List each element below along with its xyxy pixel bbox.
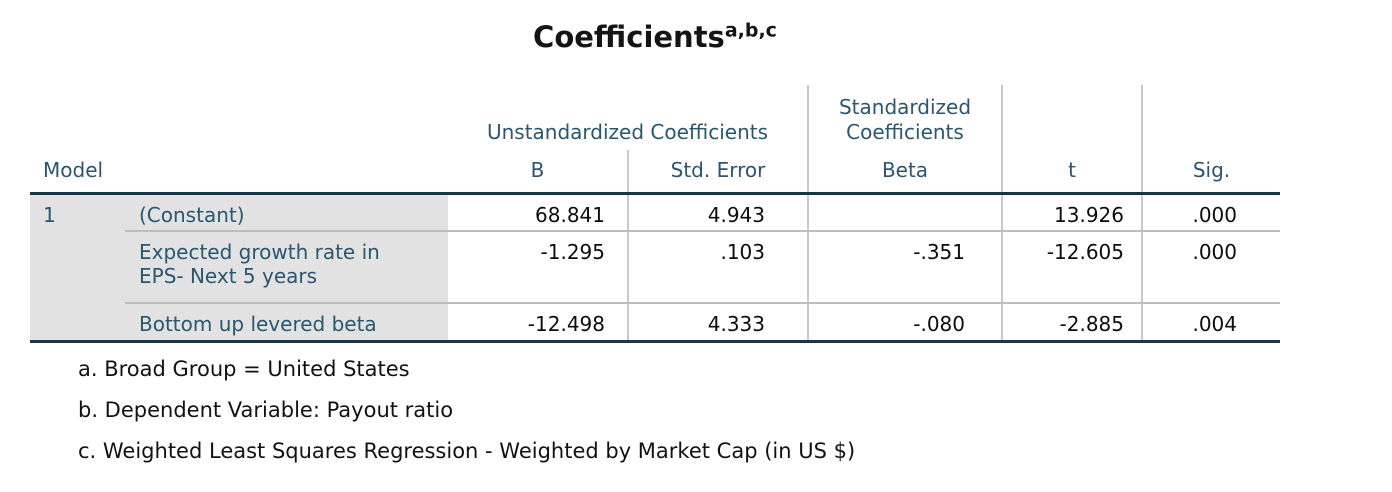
header-model: Model [30,150,448,195]
table-title: Coefficientsa,b,c [30,20,1280,54]
cell-t: 13.926 [1001,193,1142,232]
cell-t: -2.885 [1001,303,1142,343]
row-label: Bottom up levered beta [139,312,377,336]
cell-sig: .000 [1141,193,1280,232]
cell-sig: .004 [1141,303,1280,343]
cell-beta [807,193,1002,232]
footnote-b: b. Dependent Variable: Payout ratio [78,398,454,422]
row-label-cell: Bottom up levered beta [125,303,448,343]
row-label: Expected growth rate in EPS- Next 5 year… [139,240,380,288]
cell-sig: .000 [1141,231,1280,304]
row-label-cell: Expected growth rate in EPS- Next 5 year… [125,231,448,304]
footnote-a: a. Broad Group = United States [78,357,410,381]
header-beta: Beta [807,150,1002,195]
cell-beta: -.080 [807,303,1002,343]
cell-beta: -.351 [807,231,1002,304]
table-row: Bottom up levered beta -12.498 4.333 -.0… [30,303,1280,343]
row-label: (Constant) [139,202,245,227]
table-row: 1 (Constant) 68.841 4.943 13.926 .000 [30,193,1280,343]
row-label-cell: (Constant) [125,193,448,232]
cell-std-error: 4.943 [627,193,808,232]
header-spacer-sig [1141,85,1280,150]
column-header-row: Model B Std. Error Beta t Sig. [30,150,1280,195]
cell-t: -12.605 [1001,231,1142,304]
header-t: t [1001,150,1142,195]
cell-std-error: 4.333 [627,303,808,343]
model-number-cell: 1 [30,193,125,343]
cell-b: -1.295 [448,231,628,304]
cell-b: -12.498 [448,303,628,343]
coefficients-table: Unstandardized Coefficients Standardized… [30,85,1280,343]
header-standardized-coefficients: Standardized Coefficients [807,85,1002,150]
cell-b: 68.841 [448,193,628,232]
table-row: Expected growth rate in EPS- Next 5 year… [30,231,1280,304]
header-spacer-t [1001,85,1142,150]
footnote-c: c. Weighted Least Squares Regression - W… [78,439,856,463]
header-std-error: Std. Error [627,150,808,195]
title-footnote-marks: a,b,c [724,19,777,42]
footnotes: a. Broad Group = United States b. Depend… [78,357,855,480]
header-b: B [448,150,628,195]
group-header-row: Unstandardized Coefficients Standardized… [30,85,1280,150]
header-unstandardized-coefficients: Unstandardized Coefficients [486,120,769,144]
table-title-text: Coefficients [533,20,725,54]
header-sig: Sig. [1141,150,1280,195]
header-spacer-stub [30,85,448,150]
cell-std-error: .103 [627,231,808,304]
